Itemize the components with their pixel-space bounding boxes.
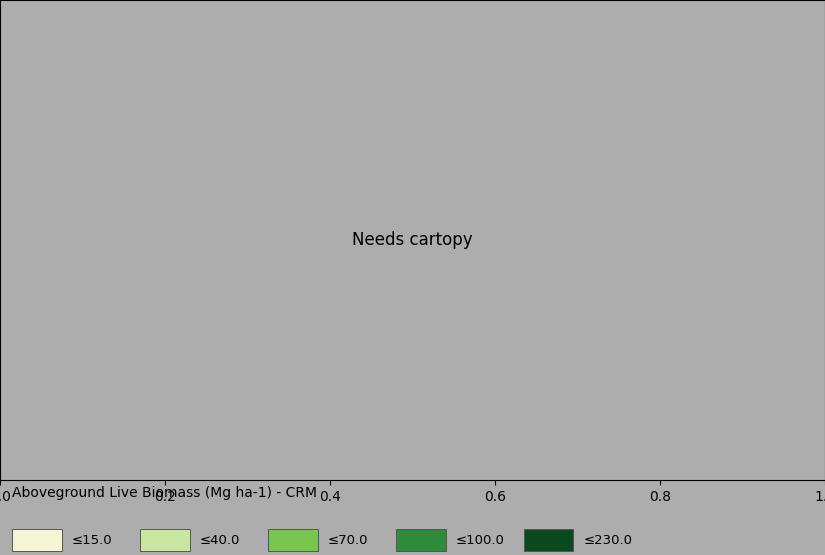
Text: ≤70.0: ≤70.0 [328,533,368,547]
Bar [140,529,190,551]
Text: ≤15.0: ≤15.0 [72,533,112,547]
Bar [396,529,446,551]
Bar [12,529,62,551]
Text: Needs cartopy: Needs cartopy [352,231,473,249]
Bar [268,529,318,551]
Text: ≤230.0: ≤230.0 [583,533,632,547]
Text: ≤40.0: ≤40.0 [200,533,240,547]
Text: ≤100.0: ≤100.0 [455,533,504,547]
Bar [524,529,573,551]
Text: Aboveground Live Biomass (Mg ha-1) - CRM: Aboveground Live Biomass (Mg ha-1) - CRM [12,486,318,500]
